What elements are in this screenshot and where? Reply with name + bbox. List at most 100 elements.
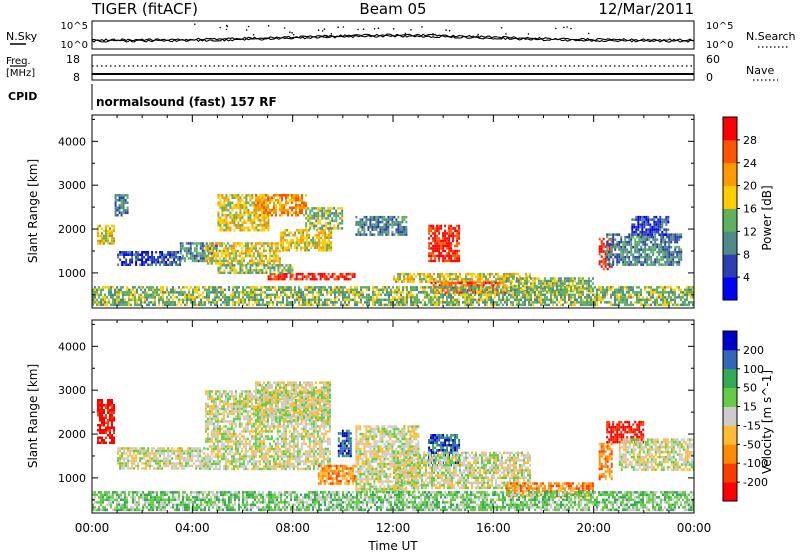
- power-echo-cell: [387, 218, 390, 221]
- power-echo-cell: [637, 220, 640, 224]
- power-echo-cell: [654, 288, 656, 292]
- power-echo-cell: [232, 259, 235, 263]
- power-echo-cell: [650, 293, 652, 297]
- power-echo-cell: [485, 275, 487, 278]
- power-echo-cell: [403, 228, 406, 231]
- power-echo-cell: [424, 288, 426, 292]
- power-echo-cell: [564, 291, 566, 294]
- power-echo-cell: [666, 303, 668, 307]
- power-echo-cell: [256, 288, 258, 292]
- power-echo-cell: [624, 258, 627, 261]
- power-echo-cell: [233, 269, 236, 272]
- velocity-echo-cell: [111, 406, 113, 409]
- power-echo-cell: [522, 291, 524, 294]
- power-echo-cell: [278, 288, 280, 292]
- power-echo-cell: [262, 291, 264, 294]
- power-echo-cell: [96, 291, 98, 294]
- power-echo-cell: [348, 298, 350, 302]
- power-echo-cell: [302, 234, 305, 237]
- power-echo-cell: [438, 257, 441, 260]
- power-echo-cell: [452, 303, 454, 307]
- power-echo-cell: [131, 258, 134, 261]
- power-echo-cell: [171, 263, 174, 266]
- power-echo-cell: [503, 277, 505, 281]
- power-echo-cell: [181, 242, 184, 245]
- power-echo-cell: [258, 257, 261, 260]
- power-echo-cell: [392, 286, 394, 289]
- power-echo-cell: [638, 250, 641, 254]
- power-echo-cell: [592, 293, 594, 297]
- power-echo-cell: [397, 233, 400, 236]
- power-echo-cell: [220, 259, 223, 263]
- power-echo-cell: [660, 291, 662, 294]
- power-echo-cell: [618, 303, 620, 307]
- power-echo-cell: [298, 229, 301, 232]
- power-echo-cell: [230, 298, 232, 302]
- power-echo-cell: [524, 291, 526, 294]
- power-echo-cell: [228, 257, 231, 260]
- power-echo-cell: [107, 232, 109, 235]
- power-echo-cell: [674, 260, 677, 264]
- power-echo-cell: [172, 286, 174, 289]
- power-echo-cell: [292, 239, 295, 242]
- power-echo-cell: [377, 230, 380, 234]
- power-echo-cell: [642, 303, 644, 307]
- power-echo-cell: [658, 303, 660, 307]
- power-echo-cell: [265, 269, 268, 272]
- power-echo-cell: [234, 244, 237, 248]
- power-echo-cell: [357, 220, 360, 224]
- power-echo-cell: [274, 252, 277, 255]
- power-echo-cell: [407, 277, 409, 281]
- power-echo-cell: [652, 248, 655, 251]
- power-echo-cell: [194, 296, 196, 299]
- power-echo-cell: [122, 301, 124, 304]
- power-echo-cell: [275, 211, 277, 214]
- power-echo-cell: [208, 296, 210, 299]
- power-echo-cell: [302, 301, 304, 304]
- power-echo-cell: [614, 233, 617, 236]
- power-echo-cell: [447, 275, 449, 278]
- power-echo-cell: [616, 240, 619, 244]
- power-echo-cell: [308, 301, 310, 304]
- power-echo-cell: [294, 291, 296, 294]
- power-echo-cell: [582, 301, 584, 304]
- nsky-panel: N.Sky 10^5 10^0 10^5 10^0 N.Search: [6, 20, 796, 51]
- power-echo-cell: [239, 216, 242, 219]
- power-echo-cell: [147, 253, 150, 256]
- power-echo-cell: [504, 293, 506, 297]
- power-echo-cell: [314, 301, 316, 304]
- power-echo-cell: [514, 291, 516, 294]
- power-echo-cell: [359, 223, 362, 226]
- power-echo-cell: [432, 259, 435, 263]
- power-echo-cell: [497, 272, 499, 276]
- power-echo-cell: [252, 296, 254, 299]
- power-echo-cell: [531, 284, 534, 288]
- power-echo-cell: [432, 291, 434, 294]
- power-echo-cell: [628, 258, 631, 261]
- power-echo-cell: [174, 303, 176, 307]
- power-echo-cell: [239, 206, 242, 209]
- power-echo-cell: [638, 255, 641, 259]
- power-echo-cell: [688, 288, 690, 292]
- power-echo-cell: [440, 301, 442, 304]
- power-echo-cell: [224, 301, 226, 304]
- power-echo-cell: [448, 227, 451, 230]
- power-echo-cell: [656, 298, 658, 302]
- power-echo-cell: [218, 259, 221, 263]
- power-echo-cell: [644, 240, 647, 244]
- power-echo-cell: [559, 284, 562, 288]
- power-echo-region: [97, 224, 115, 245]
- power-echo-cell: [286, 288, 288, 292]
- power-echo-cell: [275, 264, 278, 267]
- power-echo-cell: [428, 259, 431, 263]
- power-echo-cell: [121, 251, 124, 254]
- power-echo-cell: [268, 242, 271, 245]
- power-echo-cell: [428, 254, 431, 258]
- power-echo-cell: [472, 298, 474, 302]
- power-echo-cell: [274, 259, 277, 263]
- power-echo-cell: [362, 303, 364, 307]
- power-echo-cell: [660, 293, 662, 297]
- power-echo-cell: [646, 286, 648, 289]
- power-echo-cell: [655, 220, 658, 224]
- power-echo-cell: [529, 282, 532, 285]
